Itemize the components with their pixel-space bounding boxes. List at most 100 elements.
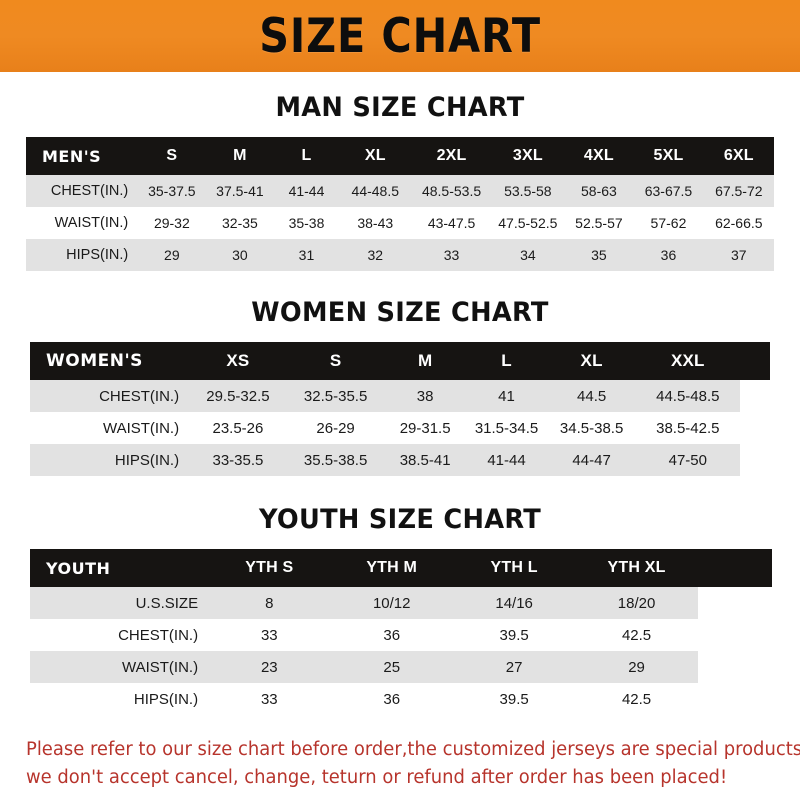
women-cell-2-0: 33-35.5 xyxy=(189,444,287,476)
table-row: WAIST(IN.) 23 25 27 29 xyxy=(30,651,772,683)
man-cell-1-2: 35-38 xyxy=(274,207,339,239)
man-size-col-6: 4XL xyxy=(564,137,634,175)
youth-cell-1-3: 42.5 xyxy=(575,619,698,651)
women-cell-2-2: 38.5-41 xyxy=(384,444,466,476)
man-size-col-8: 6XL xyxy=(703,137,774,175)
page-banner: SIZE CHART xyxy=(0,0,800,72)
women-section-title: WOMEN SIZE CHART xyxy=(251,297,549,328)
women-size-col-1: S xyxy=(286,342,385,380)
youth-size-col-1: YTH M xyxy=(330,549,453,587)
man-row-label-0: CHEST(IN.) xyxy=(26,175,139,207)
table-row: CHEST(IN.) 33 36 39.5 42.5 xyxy=(30,619,772,651)
man-cell-0-0: 35-37.5 xyxy=(138,175,206,207)
youth-cell-3-0: 33 xyxy=(208,683,331,715)
footer-note-line-1: Please refer to our size chart before or… xyxy=(26,738,800,760)
man-cell-2-5: 34 xyxy=(491,239,565,271)
man-row-label-1: WAIST(IN.) xyxy=(26,207,139,239)
women-cell-1-3: 31.5-34.5 xyxy=(465,412,548,444)
man-size-col-1: M xyxy=(205,137,275,175)
women-corner-label: WOMEN'S xyxy=(30,342,190,380)
man-cell-2-4: 33 xyxy=(411,239,492,271)
man-size-col-7: 5XL xyxy=(633,137,704,175)
youth-cell-3-1: 36 xyxy=(330,683,453,715)
man-cell-0-6: 58-63 xyxy=(564,175,634,207)
youth-cell-2-0: 23 xyxy=(208,651,331,683)
youth-size-col-3: YTH XL xyxy=(575,549,698,587)
table-row: CHEST(IN.) 35-37.5 37.5-41 41-44 44-48.5… xyxy=(26,175,774,207)
footer-note: Please refer to our size chart before or… xyxy=(0,736,800,792)
man-cell-2-2: 31 xyxy=(274,239,339,271)
man-size-col-0: S xyxy=(138,137,206,175)
man-size-table: MEN'S S M L XL 2XL 3XL 4XL 5XL 6XL CHEST… xyxy=(26,137,774,271)
youth-size-table-wrapper: YOUTH YTH S YTH M YTH L YTH XL U.S.SIZE … xyxy=(0,549,800,715)
man-corner-label: MEN'S xyxy=(26,137,139,175)
women-cell-2-4: 44-47 xyxy=(547,444,637,476)
youth-cell-0-0: 8 xyxy=(208,587,331,619)
man-cell-0-8: 67.5-72 xyxy=(703,175,774,207)
man-table-header-row: MEN'S S M L XL 2XL 3XL 4XL 5XL 6XL xyxy=(26,137,774,175)
youth-size-col-0: YTH S xyxy=(208,549,331,587)
youth-cell-2-3: 29 xyxy=(575,651,698,683)
man-cell-0-7: 63-67.5 xyxy=(633,175,704,207)
man-size-col-4: 2XL xyxy=(411,137,492,175)
man-cell-0-4: 48.5-53.5 xyxy=(411,175,492,207)
women-cell-0-5: 44.5-48.5 xyxy=(636,380,740,412)
women-cell-2-1: 35.5-38.5 xyxy=(286,444,385,476)
women-size-col-0: XS xyxy=(189,342,287,380)
youth-row-label-2: WAIST(IN.) xyxy=(30,651,209,683)
man-cell-0-5: 53.5-58 xyxy=(491,175,565,207)
youth-cell-0-3: 18/20 xyxy=(575,587,698,619)
women-table-header-row: WOMEN'S XS S M L XL XXL xyxy=(30,342,770,380)
man-size-table-wrapper: MEN'S S M L XL 2XL 3XL 4XL 5XL 6XL CHEST… xyxy=(0,137,800,271)
youth-cell-0-1: 10/12 xyxy=(330,587,453,619)
women-row-spacer-0 xyxy=(740,380,770,412)
man-cell-2-7: 36 xyxy=(633,239,704,271)
youth-cell-1-1: 36 xyxy=(330,619,453,651)
table-row: HIPS(IN.) 29 30 31 32 33 34 35 36 37 xyxy=(26,239,774,271)
youth-cell-0-2: 14/16 xyxy=(452,587,576,619)
man-cell-1-7: 57-62 xyxy=(633,207,704,239)
youth-row-spacer-2 xyxy=(698,651,772,683)
man-cell-2-6: 35 xyxy=(564,239,634,271)
women-size-col-2: M xyxy=(384,342,466,380)
women-cell-1-2: 29-31.5 xyxy=(384,412,466,444)
man-cell-2-1: 30 xyxy=(205,239,275,271)
table-row: WAIST(IN.) 29-32 32-35 35-38 38-43 43-47… xyxy=(26,207,774,239)
man-section-title: MAN SIZE CHART xyxy=(275,92,525,123)
youth-cell-3-3: 42.5 xyxy=(575,683,698,715)
man-cell-1-1: 32-35 xyxy=(205,207,275,239)
man-cell-1-8: 62-66.5 xyxy=(703,207,774,239)
table-row: WAIST(IN.) 23.5-26 26-29 29-31.5 31.5-34… xyxy=(30,412,770,444)
table-row: U.S.SIZE 8 10/12 14/16 18/20 xyxy=(30,587,772,619)
man-cell-0-2: 41-44 xyxy=(274,175,339,207)
women-header-spacer xyxy=(739,342,770,380)
youth-table-header-row: YOUTH YTH S YTH M YTH L YTH XL xyxy=(30,549,772,587)
man-size-col-3: XL xyxy=(338,137,412,175)
man-cell-0-3: 44-48.5 xyxy=(338,175,412,207)
youth-row-spacer-0 xyxy=(698,587,772,619)
women-cell-0-3: 41 xyxy=(465,380,548,412)
man-row-label-2: HIPS(IN.) xyxy=(26,239,139,271)
man-cell-1-4: 43-47.5 xyxy=(411,207,492,239)
youth-cell-1-0: 33 xyxy=(208,619,331,651)
women-cell-0-1: 32.5-35.5 xyxy=(286,380,385,412)
man-cell-2-3: 32 xyxy=(338,239,412,271)
women-size-col-5: XXL xyxy=(636,342,740,380)
women-size-table: WOMEN'S XS S M L XL XXL CHEST(IN.) 29.5-… xyxy=(30,342,770,476)
youth-size-table: YOUTH YTH S YTH M YTH L YTH XL U.S.SIZE … xyxy=(30,549,772,715)
youth-cell-2-1: 25 xyxy=(330,651,453,683)
page-title: SIZE CHART xyxy=(259,8,541,64)
women-row-spacer-2 xyxy=(740,444,770,476)
man-size-col-2: L xyxy=(274,137,339,175)
youth-header-spacer xyxy=(697,549,772,587)
youth-row-spacer-3 xyxy=(698,683,772,715)
women-row-label-0: CHEST(IN.) xyxy=(30,380,190,412)
women-row-label-2: HIPS(IN.) xyxy=(30,444,190,476)
youth-size-col-2: YTH L xyxy=(452,549,576,587)
man-cell-1-5: 47.5-52.5 xyxy=(491,207,565,239)
youth-row-label-0: U.S.SIZE xyxy=(30,587,209,619)
women-cell-0-2: 38 xyxy=(384,380,466,412)
table-row: CHEST(IN.) 29.5-32.5 32.5-35.5 38 41 44.… xyxy=(30,380,770,412)
women-cell-1-0: 23.5-26 xyxy=(189,412,287,444)
youth-corner-label: YOUTH xyxy=(30,549,209,587)
